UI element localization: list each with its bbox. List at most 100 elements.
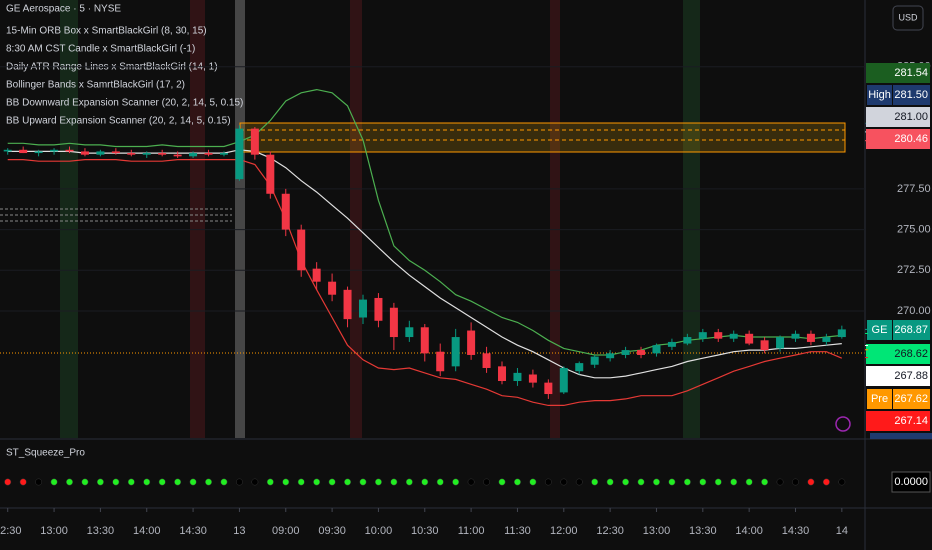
currency-button[interactable] [892,5,924,31]
squeeze-dot [313,478,321,486]
squeeze-dot [838,478,846,486]
squeeze-dot [35,478,43,486]
highlight-column [683,0,700,438]
indicator-label: BB Downward Expansion Scanner (20, 2, 14… [6,98,243,109]
candle-body [127,153,136,155]
squeeze-dot [19,478,27,486]
candle-body [297,229,306,271]
indicator-label: 8:30 AM CST Candle x SmartBlackGirl (-1) [6,44,195,55]
squeeze-dot [668,478,676,486]
x-tick-label: 12:30 [596,525,624,537]
price-label-box [893,85,930,105]
currency[interactable]: USD [898,12,918,22]
candle-body [3,149,12,152]
squeeze-dot [4,478,12,486]
candle-body [312,268,321,282]
x-tick-label: 14:00 [133,525,161,537]
x-tick-label: 14:00 [735,525,763,537]
x-tick-label: 14:30 [179,525,207,537]
price-tag-box [867,85,892,105]
candle-body [714,332,723,339]
squeeze-dot [622,478,630,486]
price-label-box [866,366,930,386]
candle-body [745,333,754,344]
candle-body [590,356,599,365]
candle-body [776,337,785,349]
y-tick-label: 270.00 [897,305,931,317]
price-label-box [866,411,930,431]
candle-body [652,345,661,354]
symbol-title: GE Aerospace · 5 · NYSE [6,4,121,15]
squeeze-dot [158,478,166,486]
candle-body [698,332,707,339]
price-label-box [866,344,930,364]
candle-body [189,153,198,157]
price-label: 268.62 [894,348,928,360]
candle-body [235,128,244,180]
squeeze-dot [575,478,583,486]
candle-body [19,149,28,154]
candle-body [343,289,352,320]
price-label-box [866,107,930,127]
candle-body [405,327,414,338]
candle-body [266,154,275,194]
price-label-box [866,63,930,83]
price-label: 267.62 [894,393,928,405]
squeeze-dot [174,478,182,486]
candle-body [667,341,676,347]
candle-body [467,330,476,355]
candle-body [528,374,537,383]
candle-body [80,151,89,155]
squeeze-dot [792,478,799,486]
price-label: 280.46 [894,133,928,145]
price-label: 268.87 [894,324,928,336]
y-tick-label: 275.00 [897,223,931,235]
x-tick-label: 13:00 [40,525,68,537]
candle-body [219,153,228,155]
y-tick-label: 277.50 [897,183,931,195]
x-tick-label: 11:30 [504,525,531,537]
candle-body [328,281,337,295]
squeeze-dot [714,478,722,486]
highlight-column [235,0,245,438]
squeeze-dot [112,478,120,486]
squeeze-dot [235,478,243,486]
squeeze-dot [96,478,104,486]
candle-body [250,128,259,155]
squeeze-dot [66,478,73,486]
squeeze-dot [683,478,691,486]
squeeze-dot [498,478,506,486]
alert-icon[interactable] [835,416,851,432]
candle-body [436,351,445,372]
x-tick-label: 12:30 [0,525,21,537]
candle-body [281,193,290,230]
squeeze-dot [359,478,367,486]
candle-body [683,337,692,344]
squeeze-dot [637,478,645,486]
axis-marker [870,433,932,439]
candle-body [111,151,120,154]
x-tick-label: 14:30 [782,525,810,537]
squeeze-dot [405,478,413,486]
squeeze-value: 0.0000 [894,476,928,488]
x-tick-label: 09:30 [318,525,346,537]
candle-body [544,382,553,395]
x-tick-label: 13:30 [689,525,717,537]
squeeze-dot [436,478,444,486]
squeeze-dot [390,478,398,486]
squeeze-dot [514,478,521,486]
price-tag: Pre [871,393,888,405]
x-tick-label: 14 [836,525,848,537]
squeeze-dot [606,478,614,486]
candle-body [606,353,615,359]
squeeze-dot [81,478,89,486]
price-label-box [866,129,930,149]
price-label-box [893,389,930,409]
price-label: 281.54 [894,67,928,79]
candle-body [142,153,151,155]
squeeze-dot [421,478,429,486]
squeeze-dot [251,478,259,486]
price-tag: GE [872,324,888,336]
candle-body [498,366,507,382]
